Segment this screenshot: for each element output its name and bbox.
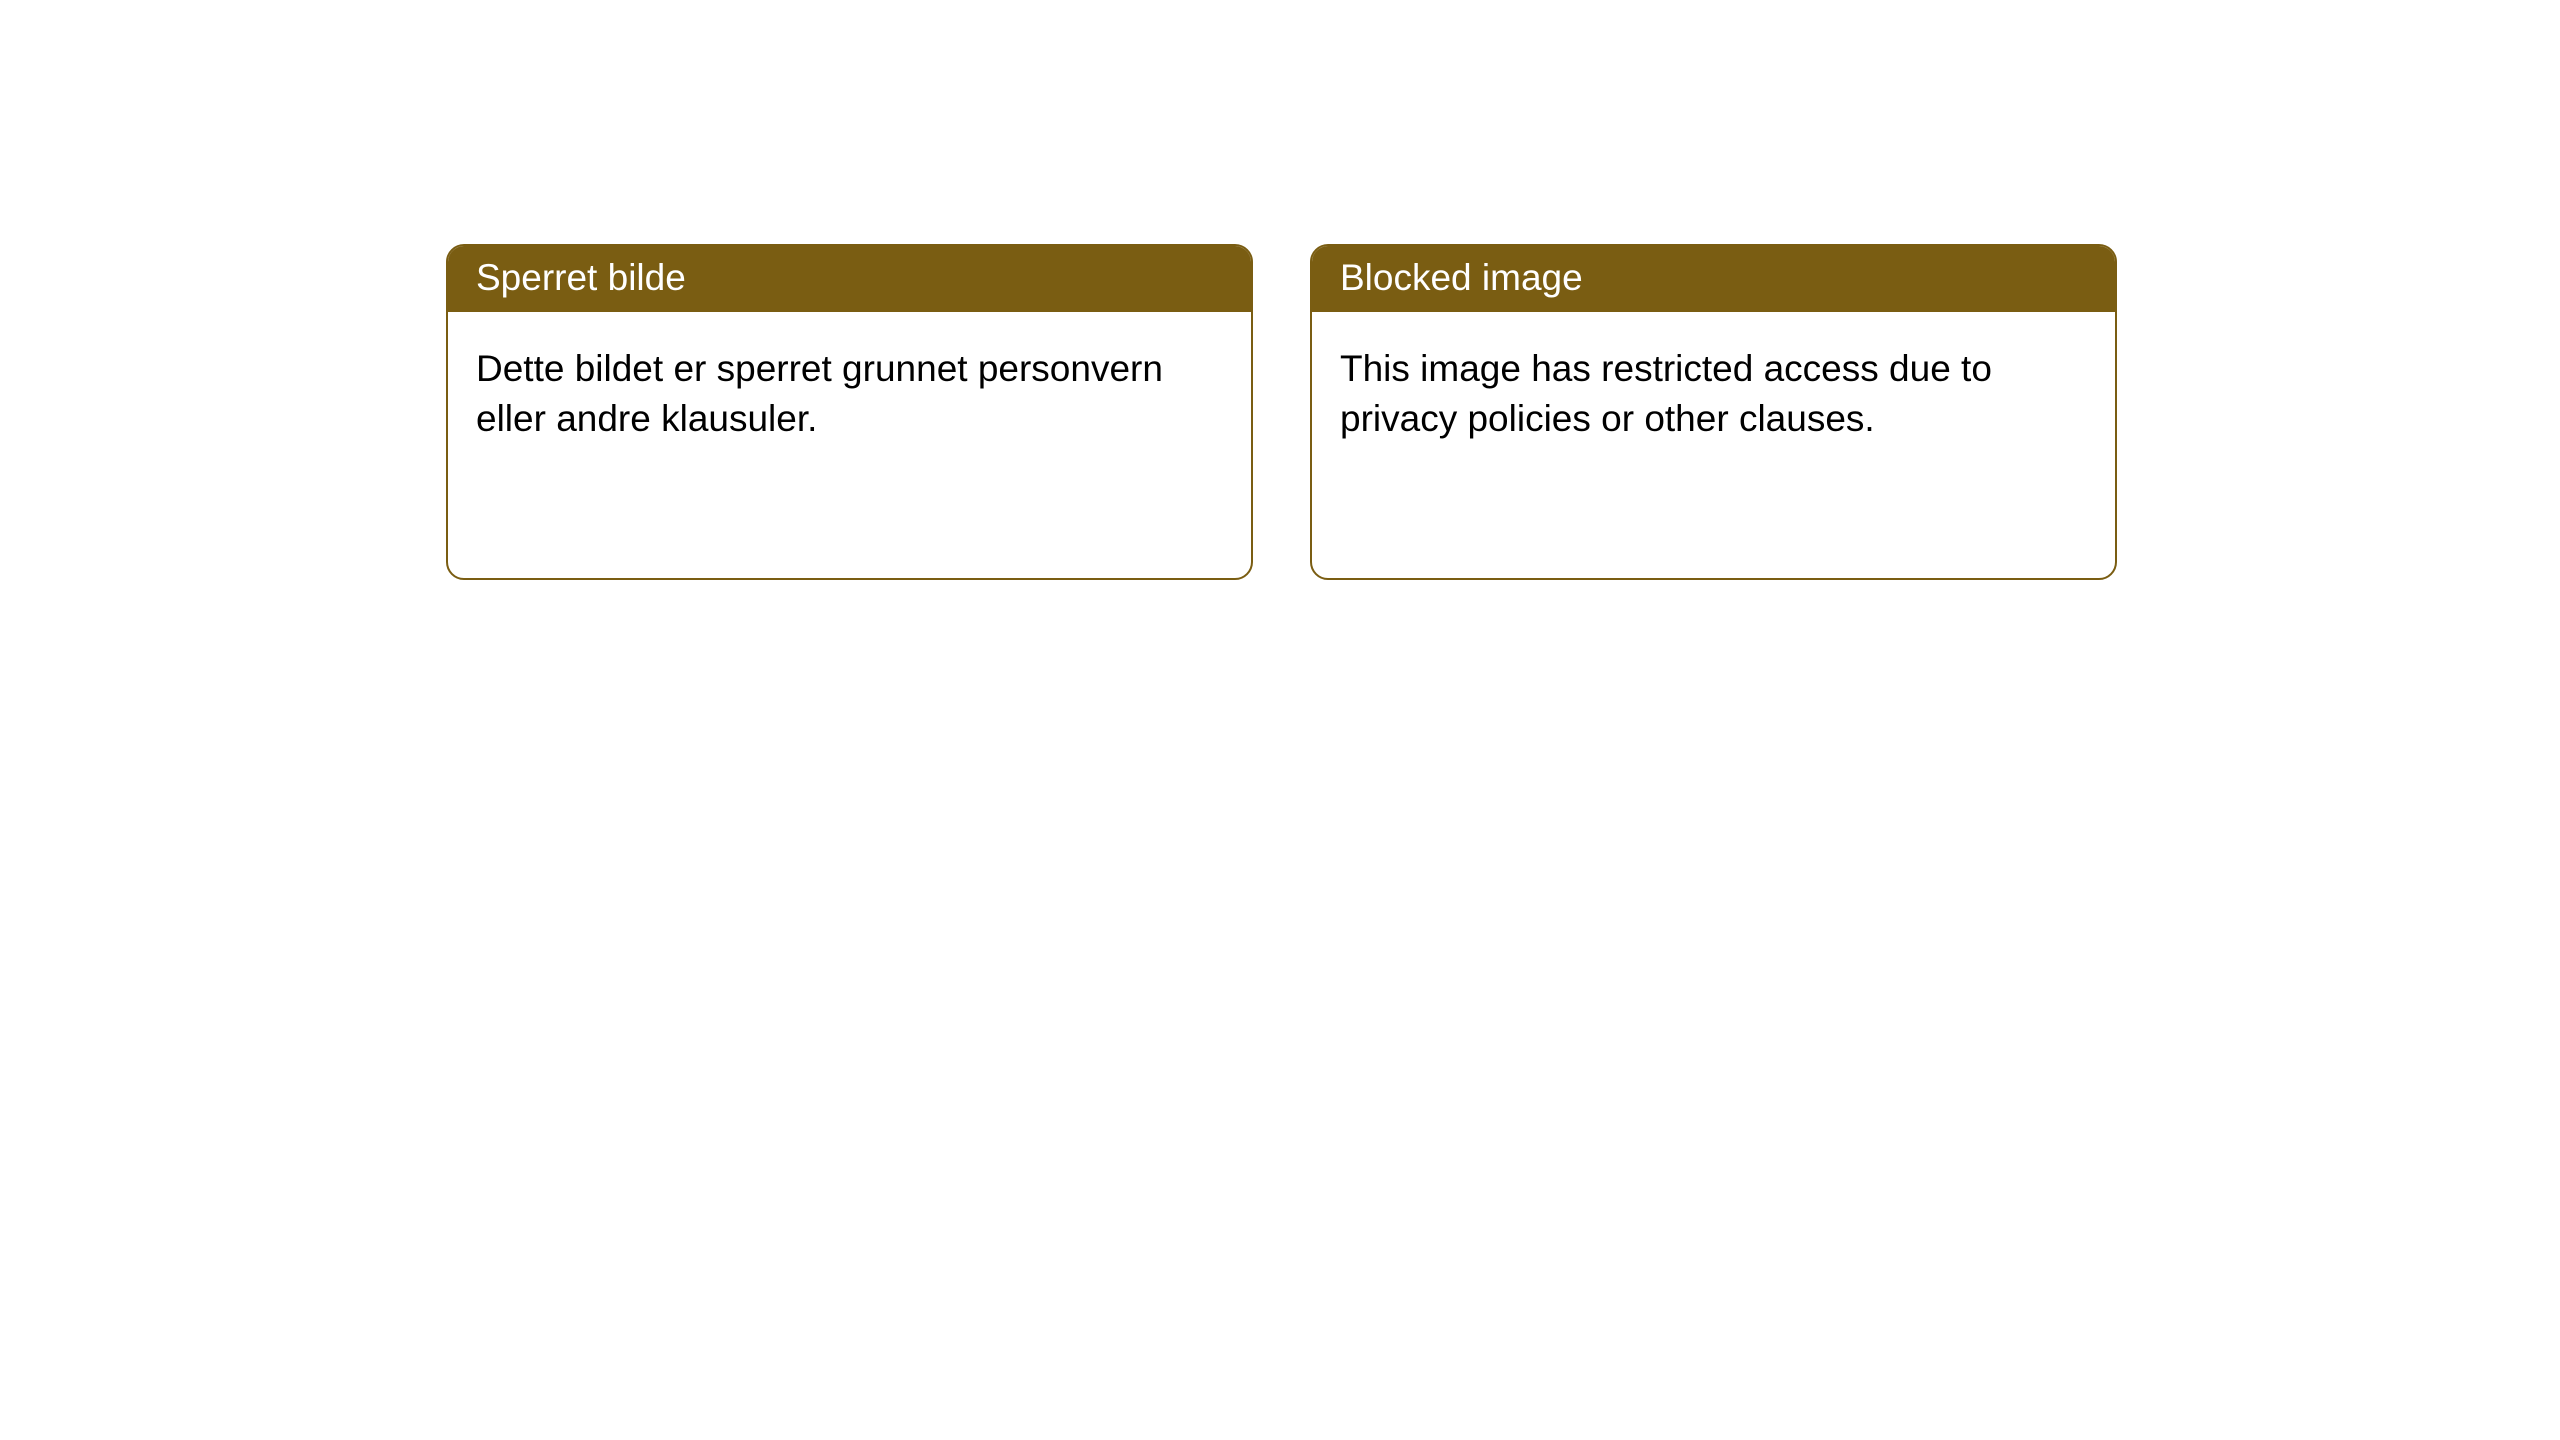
notice-header: Sperret bilde (448, 246, 1251, 312)
notice-body: Dette bildet er sperret grunnet personve… (448, 312, 1251, 476)
notice-header: Blocked image (1312, 246, 2115, 312)
notice-title: Blocked image (1340, 257, 1583, 298)
notice-body: This image has restricted access due to … (1312, 312, 2115, 476)
notice-title: Sperret bilde (476, 257, 686, 298)
notice-box-norwegian: Sperret bilde Dette bildet er sperret gr… (446, 244, 1253, 580)
notice-message: This image has restricted access due to … (1340, 348, 1992, 439)
notice-container: Sperret bilde Dette bildet er sperret gr… (0, 0, 2560, 580)
notice-box-english: Blocked image This image has restricted … (1310, 244, 2117, 580)
notice-message: Dette bildet er sperret grunnet personve… (476, 348, 1163, 439)
